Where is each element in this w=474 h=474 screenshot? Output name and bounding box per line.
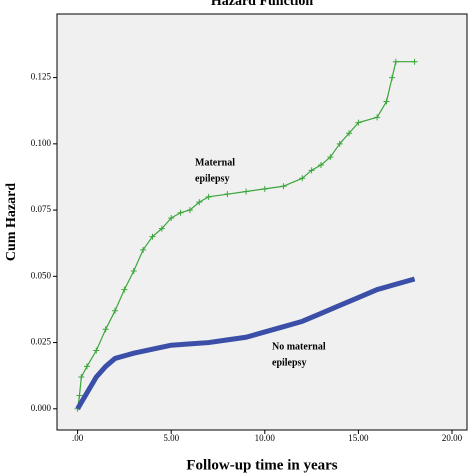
censor-mark xyxy=(93,347,100,354)
censor-mark xyxy=(78,374,85,381)
censor-mark xyxy=(243,188,250,195)
plot-area xyxy=(56,13,468,431)
series-annotation: No maternal xyxy=(272,341,326,352)
censor-mark xyxy=(158,225,165,232)
censor-mark xyxy=(346,130,353,137)
y-tick-label: 0.100 xyxy=(31,138,52,148)
censor-mark xyxy=(355,119,362,126)
censor-mark xyxy=(261,185,268,192)
series-annotation: epilepsy xyxy=(195,173,229,184)
censor-mark xyxy=(112,307,119,314)
censor-mark xyxy=(317,162,324,169)
censor-mark xyxy=(389,74,396,81)
x-tick-label: 10.00 xyxy=(255,433,276,443)
censor-mark xyxy=(196,199,203,206)
censor-mark xyxy=(76,392,83,399)
censor-mark xyxy=(205,193,212,200)
censor-mark xyxy=(336,140,343,147)
censor-mark xyxy=(102,326,109,333)
x-axis-label: Follow-up time in years xyxy=(186,457,337,473)
censor-mark xyxy=(299,175,306,182)
censor-mark xyxy=(383,98,390,105)
censor-mark xyxy=(186,207,193,214)
y-tick-label: 0.050 xyxy=(31,270,52,280)
censor-mark xyxy=(224,191,231,198)
y-axis-label: Cum Hazard xyxy=(4,183,19,261)
series-annotation: epilepsy xyxy=(272,357,306,368)
y-tick-label: 0.000 xyxy=(31,403,52,413)
censor-mark xyxy=(149,233,156,240)
censor-mark xyxy=(392,58,399,65)
censor-mark xyxy=(130,268,137,275)
series-annotation: Maternal xyxy=(195,157,235,168)
y-tick-label: 0.075 xyxy=(31,204,52,214)
x-tick-label: .00 xyxy=(72,433,84,443)
censor-mark xyxy=(327,154,334,161)
censor-mark xyxy=(177,209,184,216)
censor-mark xyxy=(308,167,315,174)
censor-mark xyxy=(83,363,90,370)
chart-title: Hazard Function xyxy=(211,0,313,9)
y-tick-label: 0.025 xyxy=(31,337,52,347)
x-tick-label: 5.00 xyxy=(163,433,179,443)
censor-mark xyxy=(374,114,381,121)
censor-mark xyxy=(140,246,147,253)
y-tick-label: 0.125 xyxy=(31,72,52,82)
x-tick-label: 20.00 xyxy=(442,433,463,443)
censor-mark xyxy=(280,183,287,190)
series-line xyxy=(75,276,416,411)
censor-mark xyxy=(121,286,128,293)
censor-mark xyxy=(168,215,175,222)
x-tick-label: 15.00 xyxy=(348,433,369,443)
censor-mark xyxy=(411,58,418,65)
